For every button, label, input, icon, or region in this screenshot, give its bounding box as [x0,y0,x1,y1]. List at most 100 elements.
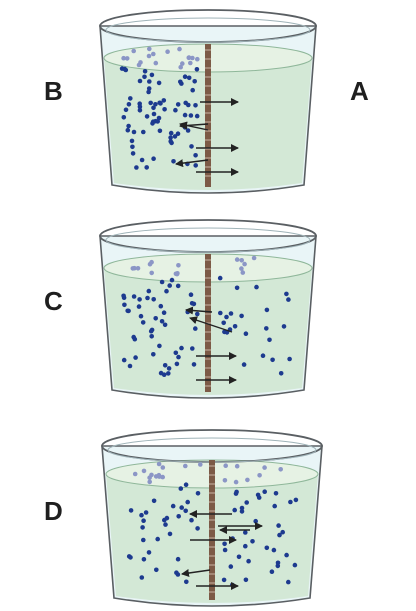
particle [153,316,158,321]
particle [189,301,195,306]
particle [178,64,183,70]
particle [286,297,291,302]
particle [141,537,146,543]
particle [147,475,152,481]
particle [276,523,281,528]
particle [158,303,164,309]
particle [221,320,226,326]
particle [287,356,292,362]
particle [157,100,162,106]
particle [130,144,135,150]
particle [164,288,169,294]
particle [188,113,194,118]
particle [148,328,154,334]
particle [147,479,152,485]
particle [141,557,147,562]
particle [236,554,242,560]
particle [239,509,245,514]
particles-left [126,461,203,585]
particle [239,266,244,271]
particle [130,266,136,271]
particle [126,308,131,314]
particle [151,352,156,357]
particle [264,545,270,551]
particle [224,314,229,320]
particle [157,128,163,134]
particle [234,463,240,469]
particle [126,102,132,107]
particle [183,482,189,488]
particle [170,503,176,509]
particle [233,479,239,485]
particle [190,346,195,351]
particle [190,87,195,93]
particle [123,107,129,113]
particle [146,288,152,294]
particle [156,461,162,467]
particle [167,283,172,288]
label-d: D [44,496,63,526]
flow-arrows [175,98,239,176]
particle [176,354,181,360]
particle [146,89,151,95]
particle [162,363,168,368]
particle [158,370,164,376]
particle [139,512,144,518]
particle [171,159,176,164]
particle [222,478,228,483]
particle [221,577,227,583]
particle [180,61,185,66]
particle [189,517,194,523]
particle [250,539,255,544]
flow-arrow [175,159,209,168]
particle [159,319,165,324]
membrane-bar [209,460,215,600]
particle [128,508,134,513]
particle [280,529,286,535]
particle [160,465,166,470]
particle [162,322,168,328]
particle [156,80,162,86]
particle [243,530,248,535]
particle [254,284,259,290]
particle [151,297,156,302]
particle [134,165,139,170]
particle [269,569,275,574]
particle [222,541,227,547]
membrane-bar [205,44,211,187]
particle [148,100,153,106]
particle [175,556,181,562]
particle [173,350,179,356]
particles-right [221,463,299,588]
particle [147,79,152,84]
particle [228,311,234,316]
particle [179,505,184,510]
particle [136,62,142,68]
beaker-1 [99,9,317,194]
particle [243,331,249,337]
particle [222,329,227,335]
particle [292,562,298,568]
particle [264,326,269,331]
particle [239,313,244,319]
glass-rim-inner [105,17,311,43]
particle [194,113,200,119]
particle [146,86,152,91]
particle [195,56,200,62]
particle [228,564,234,569]
particle [145,295,150,301]
particle [218,310,223,316]
membrane [205,44,211,187]
particle [275,563,281,569]
particle [293,497,299,503]
particle [284,291,289,297]
particle [222,547,228,553]
particle [188,292,194,298]
particle [183,508,188,514]
particle [232,507,237,513]
particle [278,371,284,376]
particle [131,294,137,299]
particle [277,532,282,538]
particle [257,473,262,478]
particle [278,467,284,472]
